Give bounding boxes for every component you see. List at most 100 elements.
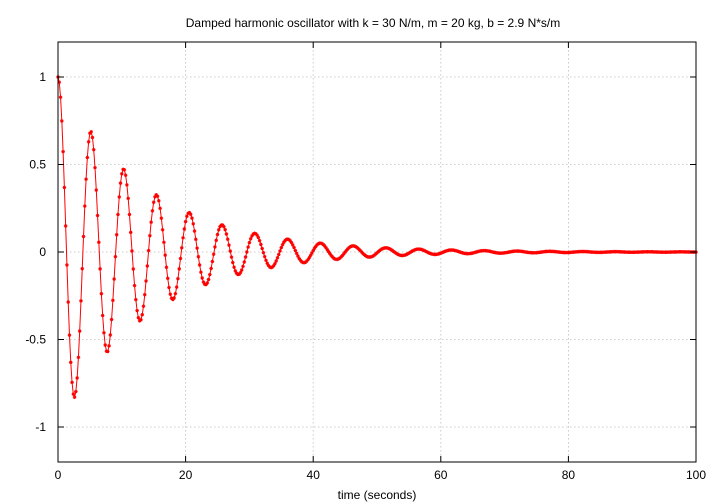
data-point bbox=[225, 237, 230, 242]
data-point bbox=[163, 253, 167, 257]
data-point bbox=[139, 317, 143, 322]
data-point bbox=[224, 232, 229, 236]
data-point bbox=[66, 300, 71, 304]
data-point bbox=[257, 238, 262, 243]
data-point bbox=[123, 173, 128, 177]
data-point bbox=[233, 269, 238, 273]
data-point bbox=[279, 245, 284, 250]
data-point bbox=[132, 283, 137, 288]
data-point bbox=[305, 259, 309, 263]
data-point bbox=[173, 291, 178, 296]
data-point bbox=[276, 252, 281, 257]
data-point bbox=[84, 177, 88, 182]
data-point bbox=[118, 181, 123, 185]
data-point bbox=[245, 250, 249, 254]
data-point bbox=[61, 149, 65, 154]
data-point bbox=[141, 304, 146, 308]
data-point bbox=[265, 261, 270, 266]
data-point bbox=[266, 263, 271, 268]
data-point bbox=[396, 252, 401, 257]
data-point bbox=[288, 238, 293, 243]
data-point bbox=[71, 392, 76, 396]
data-point bbox=[107, 344, 111, 348]
data-point bbox=[116, 212, 120, 217]
data-point bbox=[342, 251, 346, 256]
data-point bbox=[80, 266, 85, 271]
data-point bbox=[231, 260, 235, 265]
data-point bbox=[185, 214, 189, 219]
data-point bbox=[172, 296, 176, 300]
data-point bbox=[182, 227, 187, 231]
data-point bbox=[248, 237, 253, 241]
data-point bbox=[292, 245, 296, 250]
data-point bbox=[70, 380, 74, 385]
data-point bbox=[79, 299, 83, 303]
data-point bbox=[250, 234, 254, 238]
data-point bbox=[154, 192, 159, 197]
data-point bbox=[168, 292, 173, 296]
data-point bbox=[176, 276, 180, 281]
data-point bbox=[307, 255, 312, 260]
data-point bbox=[196, 254, 201, 259]
data-point bbox=[62, 185, 67, 190]
data-point bbox=[75, 376, 79, 380]
data-point bbox=[237, 272, 241, 277]
data-point bbox=[81, 234, 86, 239]
data-point bbox=[285, 237, 290, 241]
data-point bbox=[313, 244, 318, 249]
data-point bbox=[340, 253, 345, 258]
data-point bbox=[150, 209, 155, 213]
data-point bbox=[326, 249, 331, 254]
data-point bbox=[57, 80, 62, 84]
data-point bbox=[232, 265, 236, 270]
data-point bbox=[76, 355, 81, 360]
data-point bbox=[238, 270, 243, 275]
data-point bbox=[126, 196, 130, 201]
data-point bbox=[427, 251, 432, 255]
x-tick-label: 0 bbox=[55, 468, 62, 482]
data-point bbox=[327, 251, 332, 256]
data-point bbox=[218, 224, 222, 229]
data-point bbox=[204, 282, 208, 287]
data-point bbox=[155, 194, 160, 198]
data-point bbox=[191, 222, 196, 226]
data-point bbox=[311, 248, 315, 253]
data-point bbox=[179, 246, 184, 250]
data-point bbox=[134, 297, 138, 302]
data-point bbox=[130, 249, 134, 253]
y-tick-label: -1 bbox=[35, 420, 46, 434]
data-point bbox=[199, 270, 203, 274]
x-tick-label: 60 bbox=[434, 468, 448, 482]
data-point bbox=[206, 277, 211, 282]
data-point bbox=[289, 240, 294, 245]
x-tick-label: 20 bbox=[179, 468, 193, 482]
data-point bbox=[194, 237, 198, 242]
data-point bbox=[278, 249, 282, 253]
data-point bbox=[136, 315, 141, 320]
data-point bbox=[403, 253, 407, 257]
data-point bbox=[386, 246, 391, 251]
data-point bbox=[100, 313, 105, 318]
data-point bbox=[157, 199, 161, 203]
data-point bbox=[220, 223, 225, 227]
data-point bbox=[164, 265, 169, 270]
data-point bbox=[160, 227, 165, 232]
data-point bbox=[148, 233, 152, 238]
data-point bbox=[165, 276, 170, 281]
series-layer bbox=[56, 75, 698, 399]
data-point bbox=[380, 247, 384, 251]
data-point bbox=[145, 264, 150, 268]
data-point bbox=[421, 248, 425, 252]
data-point bbox=[246, 245, 250, 249]
data-point bbox=[60, 119, 64, 123]
data-point bbox=[174, 285, 179, 289]
data-point bbox=[89, 129, 93, 134]
data-point bbox=[178, 256, 183, 261]
data-point bbox=[158, 206, 162, 211]
data-point bbox=[112, 277, 116, 281]
data-point bbox=[325, 247, 330, 252]
data-point bbox=[259, 242, 263, 247]
data-point bbox=[85, 155, 90, 160]
y-tick-label: 1 bbox=[39, 70, 46, 84]
x-tick-label: 80 bbox=[562, 468, 576, 482]
